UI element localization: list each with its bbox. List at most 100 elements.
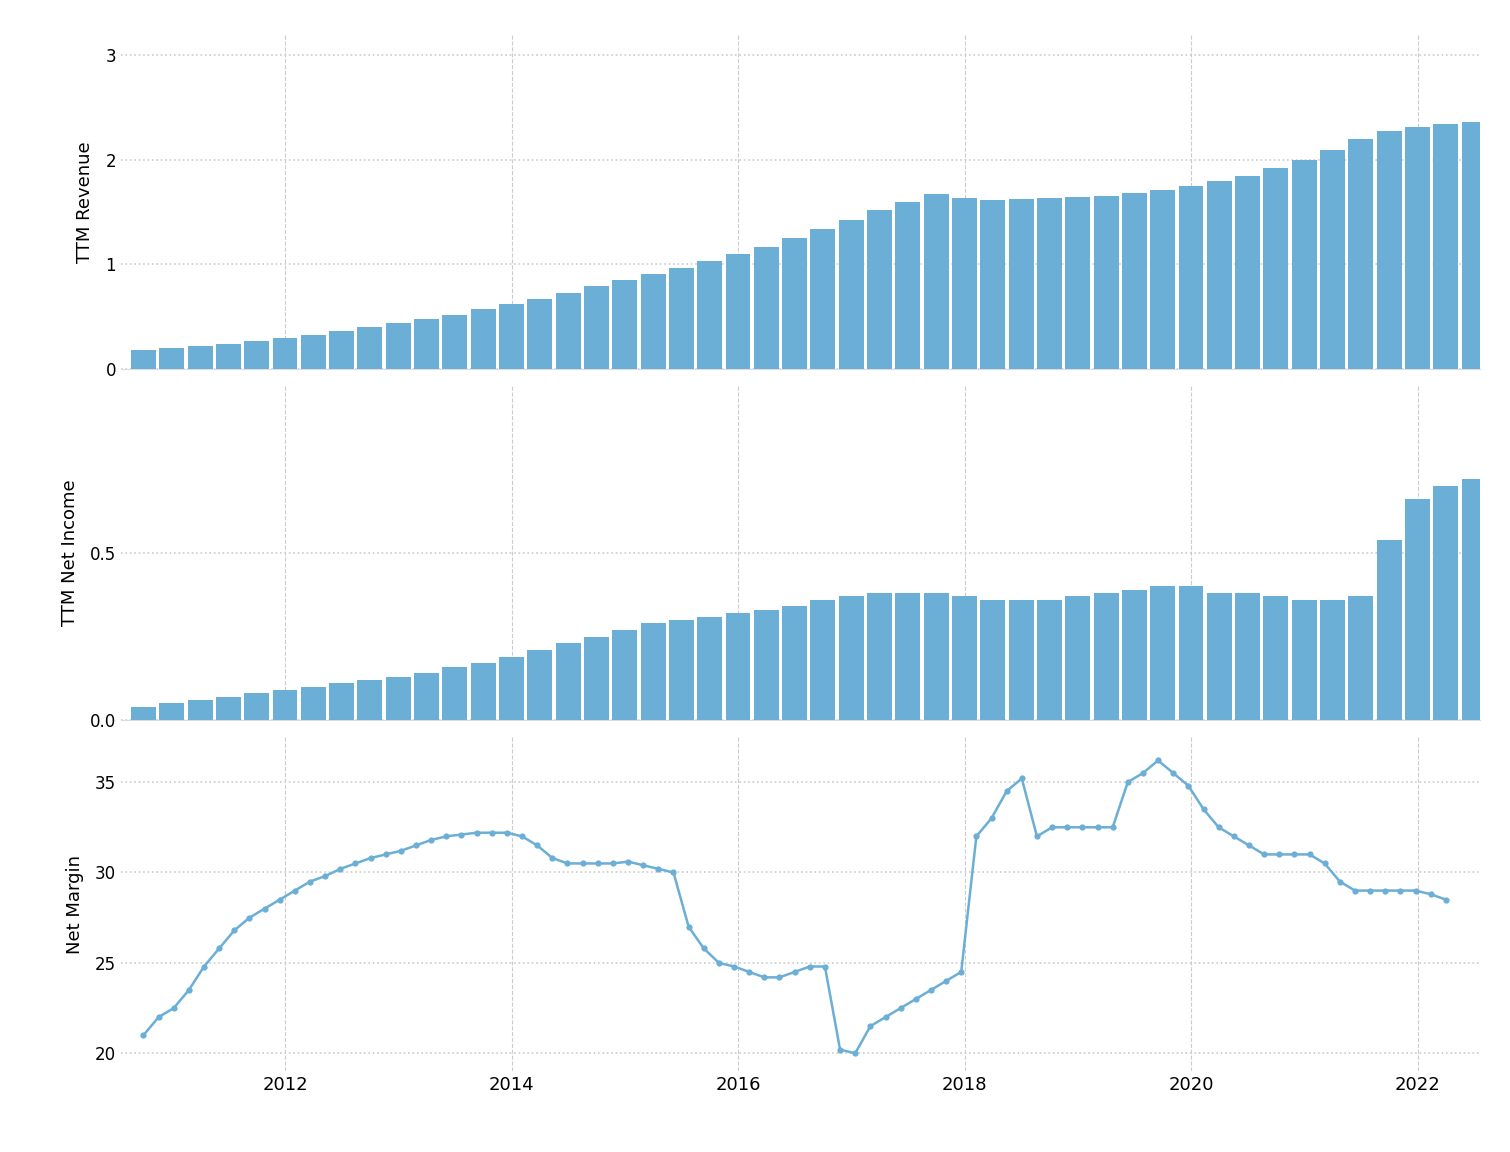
- Bar: [1377, 539, 1401, 720]
- Bar: [924, 195, 948, 369]
- Bar: [1404, 127, 1430, 369]
- Bar: [1348, 139, 1373, 369]
- Bar: [442, 314, 467, 369]
- Bar: [245, 694, 269, 720]
- Bar: [698, 616, 722, 720]
- Bar: [159, 704, 184, 720]
- Bar: [753, 609, 779, 720]
- Bar: [1348, 597, 1373, 720]
- Bar: [669, 267, 693, 369]
- Bar: [272, 338, 297, 369]
- Bar: [980, 600, 1006, 720]
- Bar: [1065, 197, 1090, 369]
- Bar: [527, 300, 553, 369]
- Bar: [1122, 590, 1146, 720]
- Bar: [442, 667, 467, 720]
- Bar: [1291, 600, 1317, 720]
- Bar: [272, 690, 297, 720]
- Bar: [1009, 198, 1033, 369]
- Y-axis label: Net Margin: Net Margin: [66, 855, 83, 954]
- Bar: [1433, 124, 1459, 369]
- Bar: [385, 323, 411, 369]
- Bar: [924, 593, 948, 720]
- Bar: [753, 247, 779, 369]
- Bar: [1151, 586, 1175, 720]
- Bar: [1037, 198, 1062, 369]
- Bar: [1235, 593, 1259, 720]
- Bar: [471, 664, 495, 720]
- Bar: [1320, 150, 1345, 369]
- Bar: [329, 332, 353, 369]
- Bar: [556, 293, 580, 369]
- Y-axis label: TTM Net Income: TTM Net Income: [60, 479, 79, 627]
- Bar: [612, 280, 637, 369]
- Bar: [895, 202, 920, 369]
- Bar: [1178, 586, 1203, 720]
- Bar: [1462, 122, 1486, 369]
- Bar: [867, 210, 892, 369]
- Bar: [498, 304, 524, 369]
- Bar: [300, 334, 326, 369]
- Bar: [1122, 194, 1146, 369]
- Bar: [414, 674, 439, 720]
- Bar: [1093, 593, 1119, 720]
- Bar: [1462, 479, 1486, 720]
- Bar: [1235, 175, 1259, 369]
- Bar: [358, 327, 382, 369]
- Bar: [1291, 160, 1317, 369]
- Y-axis label: TTM Revenue: TTM Revenue: [76, 141, 94, 263]
- Bar: [1065, 597, 1090, 720]
- Bar: [895, 593, 920, 720]
- Bar: [584, 637, 609, 720]
- Bar: [640, 623, 666, 720]
- Bar: [556, 643, 580, 720]
- Bar: [838, 220, 864, 369]
- Bar: [811, 229, 835, 369]
- Bar: [1404, 500, 1430, 720]
- Bar: [811, 600, 835, 720]
- Bar: [1377, 130, 1401, 369]
- Bar: [385, 676, 411, 720]
- Bar: [867, 593, 892, 720]
- Bar: [782, 238, 806, 369]
- Bar: [951, 597, 977, 720]
- Bar: [838, 597, 864, 720]
- Bar: [1093, 196, 1119, 369]
- Bar: [358, 680, 382, 720]
- Bar: [1264, 597, 1288, 720]
- Bar: [131, 350, 156, 369]
- Bar: [1490, 120, 1510, 369]
- Bar: [159, 348, 184, 369]
- Bar: [1206, 593, 1232, 720]
- Bar: [782, 606, 806, 720]
- Bar: [131, 707, 156, 720]
- Bar: [584, 287, 609, 369]
- Bar: [1151, 190, 1175, 369]
- Bar: [1009, 600, 1033, 720]
- Bar: [1320, 600, 1345, 720]
- Bar: [527, 650, 553, 720]
- Bar: [1490, 476, 1510, 720]
- Bar: [414, 319, 439, 369]
- Bar: [669, 620, 693, 720]
- Bar: [698, 262, 722, 369]
- Bar: [216, 344, 240, 369]
- Bar: [245, 341, 269, 369]
- Bar: [1433, 486, 1459, 720]
- Bar: [471, 310, 495, 369]
- Bar: [1206, 181, 1232, 369]
- Bar: [1037, 600, 1062, 720]
- Bar: [1178, 187, 1203, 369]
- Bar: [329, 683, 353, 720]
- Bar: [612, 630, 637, 720]
- Bar: [498, 657, 524, 720]
- Bar: [725, 613, 750, 720]
- Bar: [640, 274, 666, 369]
- Bar: [980, 199, 1006, 369]
- Bar: [725, 255, 750, 369]
- Bar: [187, 700, 213, 720]
- Bar: [187, 346, 213, 369]
- Bar: [951, 198, 977, 369]
- Bar: [216, 697, 240, 720]
- Bar: [1264, 168, 1288, 369]
